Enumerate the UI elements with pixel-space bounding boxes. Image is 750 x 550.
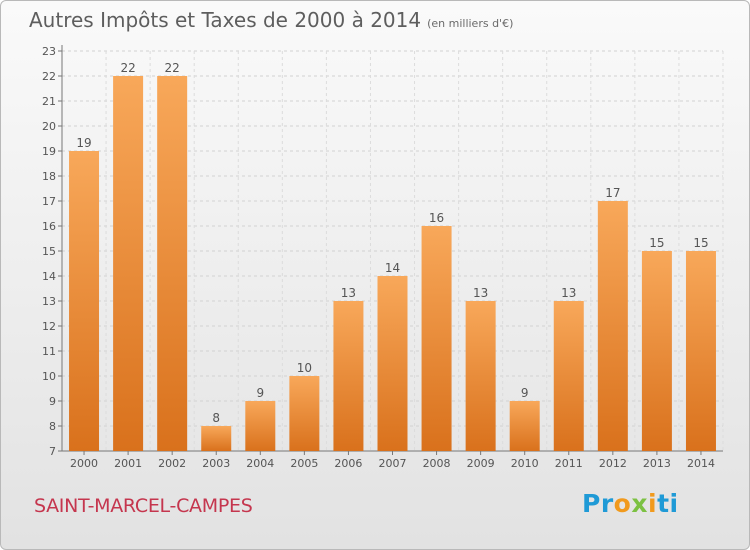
bar-value-label: 9	[521, 386, 529, 400]
x-tick-label: 2000	[70, 457, 98, 470]
bar	[597, 201, 628, 451]
bar-value-label: 15	[649, 236, 664, 250]
y-tick-label: 9	[49, 395, 56, 408]
labels: 7 8 9 10 11 12 13 14 15 16 17 18 19 20 21 22 23 19 2000 22 2…	[42, 45, 715, 470]
y-tick-label: 16	[42, 220, 56, 233]
x-tick-label: 2001	[114, 457, 142, 470]
bar	[509, 401, 540, 451]
x-tick-label: 2014	[687, 457, 715, 470]
bar-value-label: 13	[561, 286, 576, 300]
bar-value-label: 13	[341, 286, 356, 300]
bar	[685, 251, 716, 451]
y-tick-label: 12	[42, 320, 56, 333]
chart-title-text: Autres Impôts et Taxes de 2000 à 2014	[29, 8, 422, 32]
y-tick-label: 20	[42, 120, 56, 133]
bar-value-label: 14	[385, 261, 400, 275]
bar	[201, 426, 232, 451]
bar-value-label: 17	[605, 186, 620, 200]
bar-value-label: 19	[76, 136, 91, 150]
bar	[553, 301, 584, 451]
bar-value-label: 9	[256, 386, 264, 400]
bar-value-label: 16	[429, 211, 444, 225]
bar	[333, 301, 364, 451]
bar-value-label: 15	[693, 236, 708, 250]
proxiti-logo: Proxiti	[582, 489, 679, 518]
bar	[289, 376, 320, 451]
x-tick-label: 2003	[202, 457, 230, 470]
bar-value-label: 22	[120, 61, 135, 75]
y-tick-label: 11	[42, 345, 56, 358]
x-tick-label: 2002	[158, 457, 186, 470]
x-tick-label: 2006	[334, 457, 362, 470]
y-tick-label: 14	[42, 270, 56, 283]
bar-value-label: 8	[212, 411, 220, 425]
y-tick-label: 17	[42, 195, 56, 208]
bars	[69, 76, 716, 451]
y-tick-label: 22	[42, 70, 56, 83]
y-tick-label: 8	[49, 420, 56, 433]
x-tick-label: 2011	[555, 457, 583, 470]
y-tick-label: 7	[49, 445, 56, 458]
x-tick-label: 2007	[379, 457, 407, 470]
x-tick-label: 2013	[643, 457, 671, 470]
bar	[421, 226, 452, 451]
bar-value-label: 13	[473, 286, 488, 300]
y-tick-label: 19	[42, 145, 56, 158]
x-tick-label: 2005	[290, 457, 318, 470]
bar	[69, 151, 100, 451]
commune-name: SAINT-MARCEL-CAMPES	[34, 495, 253, 517]
bar	[465, 301, 496, 451]
chart-title: Autres Impôts et Taxes de 2000 à 2014 (en…	[29, 8, 513, 32]
bar	[245, 401, 276, 451]
y-tick-label: 15	[42, 245, 56, 258]
bar	[113, 76, 144, 451]
y-tick-label: 10	[42, 370, 56, 383]
y-tick-label: 13	[42, 295, 56, 308]
y-tick-label: 21	[42, 95, 56, 108]
x-tick-label: 2012	[599, 457, 627, 470]
y-tick-label: 18	[42, 170, 56, 183]
bar	[641, 251, 672, 451]
x-tick-label: 2004	[246, 457, 274, 470]
x-tick-label: 2010	[511, 457, 539, 470]
x-tick-label: 2009	[467, 457, 495, 470]
x-tick-label: 2008	[423, 457, 451, 470]
chart-unit-subtitle: (en milliers d'€)	[427, 17, 514, 30]
bar-value-label: 10	[297, 361, 312, 375]
bar	[377, 276, 408, 451]
bar-value-label: 22	[165, 61, 180, 75]
bar	[157, 76, 188, 451]
y-tick-label: 23	[42, 45, 56, 58]
